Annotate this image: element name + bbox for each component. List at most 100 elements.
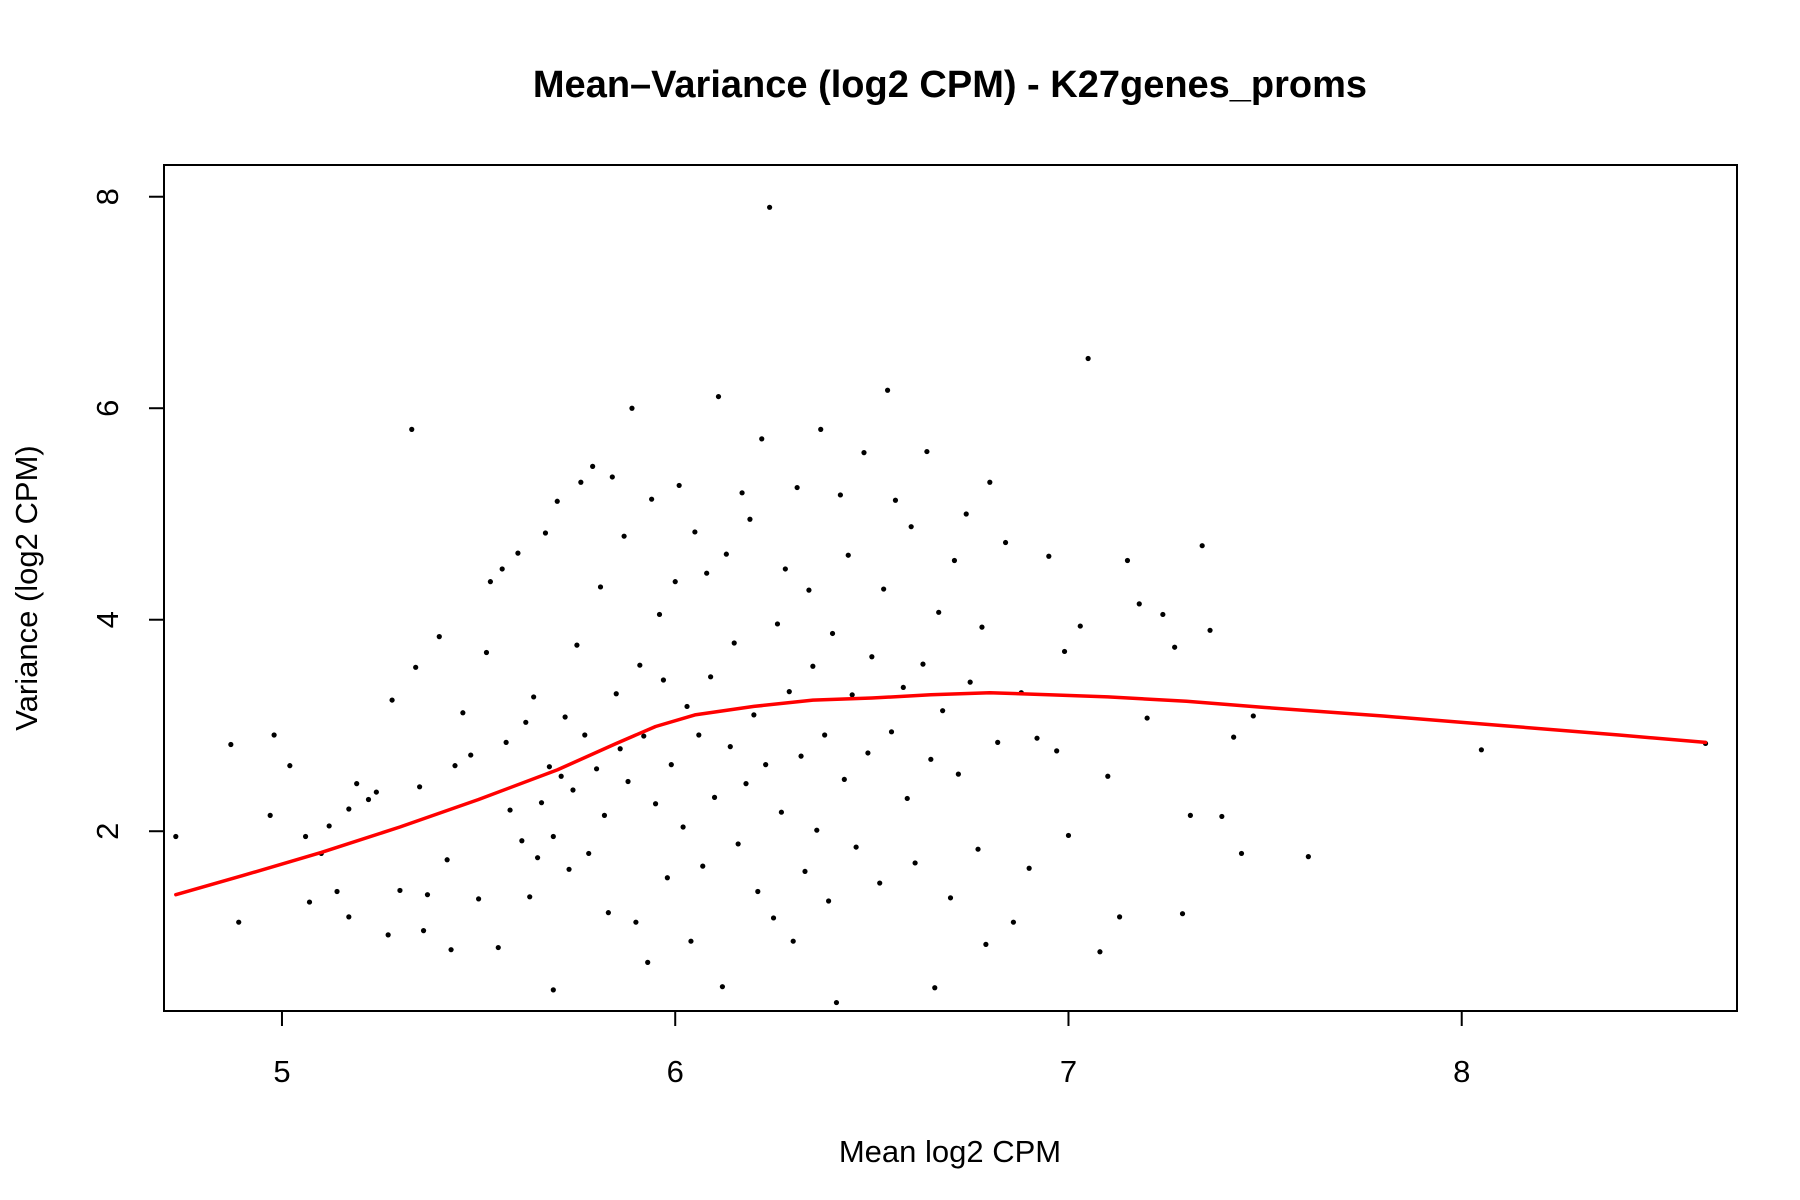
data-point bbox=[983, 941, 989, 947]
data-point bbox=[955, 771, 961, 777]
data-point bbox=[782, 566, 788, 572]
data-point bbox=[841, 776, 847, 783]
data-point bbox=[645, 959, 651, 965]
data-point bbox=[1305, 854, 1311, 860]
data-point bbox=[731, 640, 737, 646]
data-point bbox=[656, 611, 663, 618]
data-point bbox=[641, 733, 647, 739]
data-point bbox=[420, 928, 427, 934]
data-point bbox=[558, 773, 564, 779]
data-point bbox=[845, 552, 851, 558]
data-point bbox=[802, 868, 808, 875]
data-point bbox=[1160, 611, 1166, 618]
data-point bbox=[1172, 644, 1178, 650]
data-point bbox=[578, 479, 584, 485]
data-point bbox=[778, 809, 785, 815]
data-point bbox=[920, 661, 926, 667]
data-point bbox=[460, 710, 466, 716]
data-point bbox=[751, 712, 757, 718]
data-point bbox=[853, 844, 859, 850]
data-point bbox=[413, 664, 419, 670]
y-axis-label: Variance (log2 CPM) bbox=[9, 445, 44, 730]
x-axis: 5 6 7 8 bbox=[273, 1010, 1470, 1089]
x-axis-label: Mean log2 CPM bbox=[839, 1134, 1061, 1169]
data-point bbox=[861, 450, 867, 456]
data-point bbox=[534, 855, 541, 861]
data-point bbox=[601, 812, 608, 818]
data-point bbox=[365, 796, 372, 803]
data-point bbox=[806, 587, 812, 593]
data-point bbox=[649, 496, 655, 502]
data-point bbox=[597, 584, 604, 590]
data-point bbox=[236, 919, 242, 925]
data-point bbox=[1097, 949, 1103, 955]
data-point bbox=[1250, 713, 1256, 719]
data-point bbox=[271, 732, 277, 738]
data-point bbox=[542, 530, 549, 536]
data-point bbox=[696, 732, 702, 738]
data-point bbox=[1046, 553, 1052, 559]
data-point bbox=[865, 750, 871, 756]
data-point bbox=[1034, 735, 1040, 741]
data-point bbox=[869, 654, 875, 660]
data-point bbox=[798, 753, 804, 759]
data-point bbox=[822, 732, 828, 738]
data-point bbox=[755, 888, 761, 895]
data-point bbox=[837, 492, 843, 498]
data-point bbox=[1207, 627, 1213, 633]
data-point bbox=[424, 892, 431, 898]
data-point bbox=[947, 895, 954, 901]
data-point bbox=[570, 787, 576, 793]
data-point bbox=[409, 426, 415, 432]
data-point bbox=[444, 857, 450, 863]
data-point bbox=[1124, 557, 1131, 564]
data-point bbox=[346, 806, 352, 812]
data-point bbox=[727, 744, 733, 750]
data-point bbox=[979, 624, 985, 630]
data-point bbox=[1010, 919, 1017, 925]
data-point bbox=[1077, 623, 1083, 629]
data-point bbox=[932, 985, 938, 991]
data-point bbox=[1116, 914, 1123, 920]
data-point bbox=[770, 915, 777, 921]
data-point bbox=[704, 570, 710, 576]
data-point bbox=[373, 789, 379, 795]
data-point bbox=[723, 551, 729, 557]
data-point bbox=[1136, 601, 1142, 607]
data-point bbox=[633, 919, 639, 925]
data-point bbox=[267, 812, 273, 818]
data-point bbox=[719, 984, 726, 990]
data-point bbox=[582, 732, 588, 738]
data-point bbox=[652, 801, 659, 807]
data-point bbox=[825, 898, 832, 904]
data-point bbox=[1478, 747, 1484, 753]
data-point bbox=[877, 880, 883, 886]
data-point bbox=[487, 579, 493, 585]
trend-line bbox=[174, 690, 1708, 897]
data-point bbox=[975, 846, 981, 852]
trend-curve bbox=[174, 690, 1708, 897]
data-point bbox=[747, 516, 753, 522]
data-point bbox=[1002, 539, 1009, 546]
data-point bbox=[609, 474, 615, 480]
data-point bbox=[814, 827, 820, 833]
data-point bbox=[287, 763, 293, 769]
data-point bbox=[538, 800, 545, 806]
data-point bbox=[452, 763, 458, 769]
data-point bbox=[715, 393, 722, 400]
data-point bbox=[1179, 911, 1186, 917]
data-point bbox=[1238, 850, 1245, 857]
data-point bbox=[417, 784, 423, 790]
y-tick-label: 4 bbox=[90, 611, 125, 628]
data-point bbox=[884, 387, 891, 393]
data-point bbox=[849, 692, 855, 698]
data-point bbox=[684, 703, 690, 710]
data-point bbox=[987, 479, 993, 485]
data-point bbox=[629, 405, 635, 411]
data-point bbox=[302, 833, 309, 840]
data-point bbox=[672, 579, 678, 585]
data-point bbox=[660, 677, 667, 683]
data-point bbox=[810, 663, 816, 669]
data-point bbox=[735, 841, 741, 847]
data-point bbox=[1085, 355, 1091, 362]
